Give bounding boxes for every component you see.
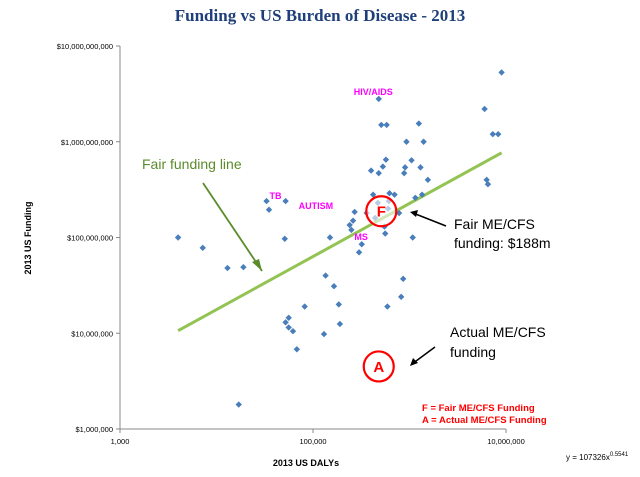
data-point bbox=[285, 324, 292, 331]
data-point bbox=[403, 138, 410, 145]
x-axis-title: 2013 US DALYs bbox=[273, 458, 339, 468]
data-point bbox=[320, 330, 328, 338]
data-point bbox=[412, 194, 419, 201]
disease-label: HIV/AIDS bbox=[354, 87, 393, 97]
fair-me-label-2: funding: $188m bbox=[454, 235, 551, 251]
x-tick-label: 1,000 bbox=[111, 437, 130, 446]
data-point bbox=[379, 163, 387, 170]
fair-funding-line-label: Fair funding line bbox=[142, 156, 242, 172]
data-point bbox=[408, 157, 415, 164]
data-point bbox=[498, 69, 505, 76]
data-point bbox=[382, 230, 389, 237]
y-tick-label: $10,000,000,000 bbox=[57, 42, 113, 51]
data-point bbox=[281, 235, 288, 242]
data-point bbox=[330, 283, 338, 290]
data-point bbox=[358, 241, 365, 248]
fair-line-arrow bbox=[202, 182, 263, 272]
data-point bbox=[401, 164, 409, 171]
data-point bbox=[301, 303, 308, 310]
marker-circle bbox=[362, 350, 395, 383]
data-point bbox=[351, 208, 358, 216]
actual-me-arrowhead bbox=[410, 358, 418, 366]
data-point bbox=[346, 221, 353, 229]
marker-letter: A bbox=[373, 359, 384, 376]
data-point bbox=[418, 191, 426, 198]
trend-equation-base: y = 107326x bbox=[566, 453, 610, 462]
data-point bbox=[391, 191, 398, 198]
disease-label: TB bbox=[270, 191, 282, 201]
fair-me-label-1: Fair ME/CFS bbox=[454, 216, 535, 232]
data-point bbox=[420, 138, 427, 145]
trend-equation-exponent: 0.5541 bbox=[610, 452, 629, 458]
data-point bbox=[285, 314, 292, 321]
data-point bbox=[400, 169, 408, 177]
data-point bbox=[417, 164, 424, 171]
y-tick-label: $1,000,000,000 bbox=[61, 138, 113, 147]
marker-circle bbox=[365, 195, 398, 228]
y-tick-label: $100,000,000 bbox=[67, 234, 113, 243]
data-point bbox=[375, 95, 382, 103]
actual-me-label-2: funding bbox=[450, 344, 496, 360]
fair-me-arrowhead bbox=[410, 210, 418, 217]
data-point bbox=[484, 181, 492, 188]
data-point bbox=[282, 197, 289, 205]
y-axis-title: 2013 US Funding bbox=[23, 201, 33, 274]
data-point bbox=[322, 272, 329, 279]
marker-letter: F bbox=[377, 204, 386, 221]
data-point bbox=[240, 263, 247, 271]
data-point bbox=[383, 121, 390, 129]
data-point bbox=[335, 301, 342, 308]
data-point bbox=[224, 264, 231, 272]
data-point bbox=[199, 244, 206, 252]
actual-me-label-1: Actual ME/CFS bbox=[450, 324, 546, 340]
fair-me-arrow bbox=[412, 212, 447, 227]
data-point bbox=[326, 234, 334, 241]
disease-label: AUTISM bbox=[299, 201, 334, 211]
data-point bbox=[265, 206, 273, 213]
data-point bbox=[415, 120, 423, 127]
data-point bbox=[424, 176, 432, 184]
data-point bbox=[375, 169, 382, 177]
y-tick-label: $1,000,000 bbox=[75, 425, 113, 434]
data-point bbox=[409, 234, 416, 241]
data-point bbox=[235, 401, 242, 408]
trend-equation: y = 107326x0.5541 bbox=[566, 452, 629, 462]
data-point bbox=[348, 226, 355, 234]
data-point bbox=[378, 121, 385, 129]
data-point bbox=[289, 328, 297, 335]
fair-actual-markers: FA bbox=[362, 195, 398, 383]
x-tick-label: 10,000,000 bbox=[487, 437, 525, 446]
axes bbox=[116, 45, 507, 433]
data-point bbox=[349, 217, 357, 224]
y-tick-label: $10,000,000 bbox=[71, 329, 113, 338]
data-point bbox=[395, 209, 403, 217]
legend-fair: F = Fair ME/CFS Funding bbox=[422, 403, 535, 414]
data-point bbox=[282, 319, 289, 326]
fair-funding-trendline bbox=[177, 151, 503, 333]
data-point bbox=[386, 190, 393, 197]
data-point bbox=[397, 293, 405, 301]
disease-labels: HIV/AIDS TB AUTISM MS bbox=[270, 87, 393, 242]
data-point bbox=[174, 234, 182, 241]
data-point bbox=[293, 346, 301, 353]
data-point bbox=[369, 191, 377, 198]
data-point bbox=[384, 303, 391, 310]
data-point bbox=[483, 176, 490, 184]
data-point bbox=[399, 275, 407, 283]
data-point bbox=[494, 130, 502, 138]
fair-line-arrowhead bbox=[252, 259, 262, 271]
data-point bbox=[336, 320, 344, 328]
tick-labels: $1,000,000 $10,000,000 $100,000,000 $1,000,… bbox=[57, 42, 525, 446]
chart-title: Funding vs US Burden of Disease - 2013 bbox=[174, 6, 466, 25]
data-point bbox=[481, 105, 488, 113]
legend-actual: A = Actual ME/CFS Funding bbox=[422, 415, 547, 426]
data-point bbox=[355, 249, 363, 256]
disease-label: MS bbox=[354, 232, 368, 242]
data-point bbox=[489, 130, 497, 138]
data-point bbox=[367, 167, 375, 174]
x-tick-label: 100,000 bbox=[299, 437, 326, 446]
data-point bbox=[382, 156, 390, 163]
data-point bbox=[263, 197, 270, 205]
